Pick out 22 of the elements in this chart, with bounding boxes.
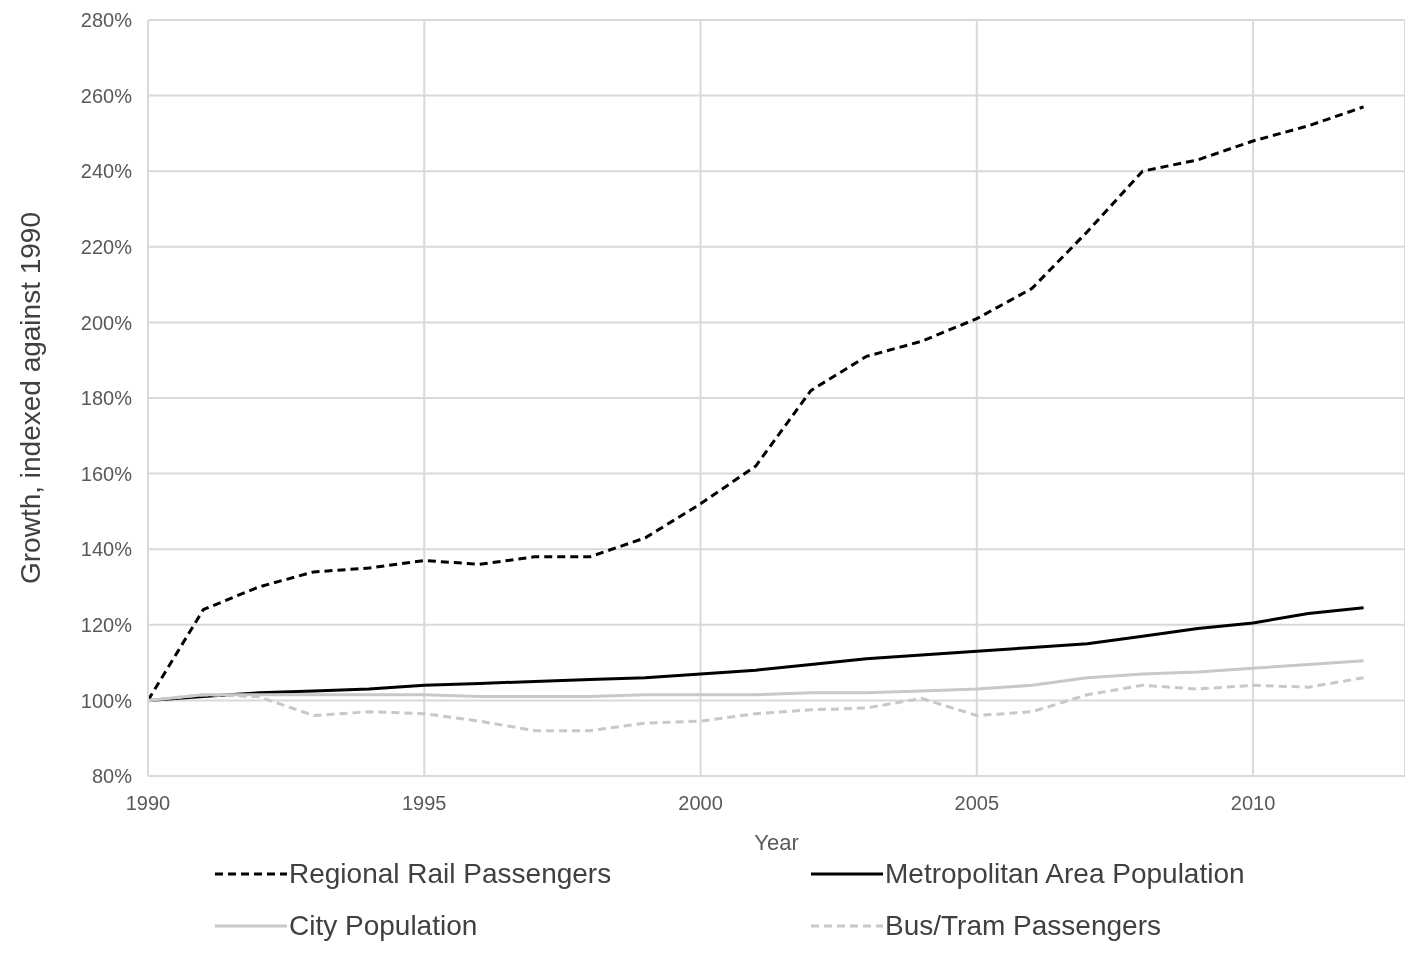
y-tick-label: 140% (80, 538, 133, 561)
y-tick-label: 220% (80, 235, 133, 258)
legend-label: Metropolitan Area Population (885, 858, 1245, 890)
x-tick-label: 1990 (125, 792, 171, 815)
x-tick-label: 1995 (402, 792, 447, 815)
legend-label: Bus/Tram Passengers (885, 910, 1161, 942)
y-tick-label: 280% (80, 9, 133, 32)
y-tick-label: 240% (80, 160, 133, 183)
y-axis-title: Growth, indexed against 1990 (14, 211, 46, 585)
y-tick-label: 80% (91, 765, 133, 788)
y-tick-label: 260% (80, 84, 133, 107)
y-tick-label: 180% (80, 387, 133, 410)
x-tick-label: 2000 (678, 792, 723, 815)
y-tick-label: 200% (80, 311, 133, 334)
x-tick-label: 2005 (954, 792, 1000, 815)
x-axis-title: Year (754, 830, 799, 855)
y-tick-label: 160% (80, 462, 133, 485)
y-tick-label: 120% (80, 613, 133, 636)
y-tick-label: 100% (80, 689, 133, 712)
legend-label: City Population (289, 910, 478, 942)
x-tick-label: 2010 (1230, 792, 1276, 815)
legend-label: Regional Rail Passengers (289, 858, 612, 890)
